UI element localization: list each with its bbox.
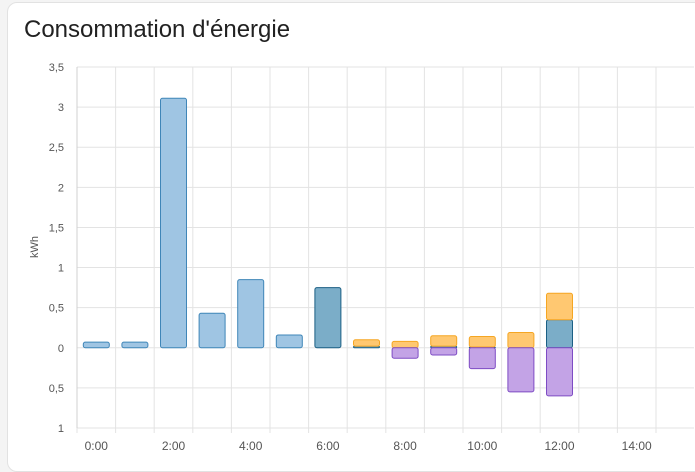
x-tick-label: 6:00 — [316, 439, 340, 453]
x-tick-label: 10:00 — [467, 439, 497, 453]
x-tick-label: 2:00 — [162, 439, 186, 453]
bar-segment[interactable] — [391, 347, 419, 359]
axes: 3,532,521,510,500,510:00 2:00 4:00 6:00 8:00… — [49, 62, 652, 453]
x-tick-label: 8:00 — [393, 439, 417, 453]
y-tick-label: 0 — [58, 343, 64, 355]
energy-card — [7, 2, 695, 472]
y-tick-label: 2 — [58, 182, 64, 194]
y-tick-label: 1 — [58, 423, 64, 435]
bar-segment[interactable] — [275, 334, 303, 349]
bar-segment[interactable] — [160, 97, 187, 349]
bar-segment[interactable] — [507, 332, 535, 349]
y-tick-label: 2,5 — [49, 142, 64, 154]
x-tick-label: 0:00 — [85, 439, 109, 453]
y-axis-label: kWh — [29, 236, 41, 258]
y-tick-label: 3,5 — [49, 62, 64, 74]
y-tick-label: 0,5 — [49, 303, 64, 315]
x-tick-label: 12:00 — [544, 439, 574, 453]
energy-chart: 3,532,521,510,500,510:00 2:00 4:00 6:00 8:00… — [29, 62, 694, 453]
bar-segment[interactable] — [198, 312, 226, 349]
bar-segment[interactable] — [237, 279, 265, 349]
bar-segment[interactable] — [121, 341, 149, 349]
bar-segment[interactable] — [468, 336, 496, 348]
bars — [82, 97, 573, 397]
y-tick-label: 3 — [58, 102, 64, 114]
x-tick-label: 14:00 — [622, 439, 652, 453]
bar-segment[interactable] — [546, 292, 573, 321]
bar-segment[interactable] — [546, 347, 573, 397]
bar-segment[interactable] — [468, 347, 496, 370]
x-tick-label: 4:00 — [239, 439, 263, 453]
bar-segment[interactable] — [546, 319, 573, 349]
card-title: Consommation d'énergie — [24, 16, 291, 43]
bar-segment[interactable] — [314, 287, 342, 349]
y-tick-label: 0,5 — [49, 383, 64, 395]
bar-segment[interactable] — [82, 341, 110, 349]
bar-segment[interactable] — [353, 339, 380, 347]
y-tick-label: 1 — [58, 263, 64, 275]
bar-segment[interactable] — [391, 340, 419, 349]
y-tick-label: 1,5 — [49, 222, 64, 234]
bar-segment[interactable] — [430, 347, 458, 356]
bar-segment[interactable] — [430, 335, 458, 347]
bar-segment[interactable] — [507, 347, 535, 393]
